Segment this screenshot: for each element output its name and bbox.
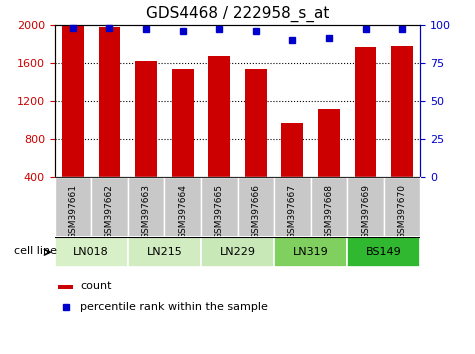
Text: GSM397663: GSM397663 (142, 184, 151, 239)
Bar (238, 177, 274, 237)
Bar (164, 177, 201, 237)
Text: GSM397667: GSM397667 (288, 184, 297, 239)
Text: GSM397661: GSM397661 (68, 184, 77, 239)
Bar (347, 177, 384, 237)
Bar (55, 177, 91, 237)
Bar (311, 177, 347, 237)
Text: GSM397668: GSM397668 (324, 184, 333, 239)
Bar (318, 109, 340, 177)
Text: GSM397666: GSM397666 (251, 184, 260, 239)
Bar (128, 237, 201, 267)
Bar (391, 46, 413, 177)
Bar (208, 56, 230, 177)
Text: LN018: LN018 (73, 247, 109, 257)
Text: GSM397662: GSM397662 (105, 184, 114, 239)
Bar (274, 177, 311, 237)
Text: count: count (80, 280, 112, 291)
Title: GDS4468 / 222958_s_at: GDS4468 / 222958_s_at (146, 6, 329, 22)
Text: LN319: LN319 (293, 247, 329, 257)
Text: GSM397665: GSM397665 (215, 184, 224, 239)
Bar (58, 285, 73, 289)
Bar (55, 237, 128, 267)
Text: LN215: LN215 (146, 247, 182, 257)
Bar (171, 69, 194, 177)
Bar (91, 177, 128, 237)
Bar (384, 177, 420, 237)
Bar (201, 177, 238, 237)
Bar (135, 61, 157, 177)
Text: cell line: cell line (14, 246, 57, 256)
Bar (62, 18, 84, 177)
Text: GSM397664: GSM397664 (178, 184, 187, 239)
Bar (245, 69, 267, 177)
Bar (347, 237, 420, 267)
Text: LN229: LN229 (219, 247, 256, 257)
Bar (201, 237, 274, 267)
Bar (354, 47, 377, 177)
Bar (98, 27, 121, 177)
Bar (281, 123, 304, 177)
Bar (128, 177, 164, 237)
Text: GSM397670: GSM397670 (398, 184, 407, 239)
Text: BS149: BS149 (366, 247, 402, 257)
Text: GSM397669: GSM397669 (361, 184, 370, 239)
Text: percentile rank within the sample: percentile rank within the sample (80, 302, 268, 312)
Bar (274, 237, 347, 267)
